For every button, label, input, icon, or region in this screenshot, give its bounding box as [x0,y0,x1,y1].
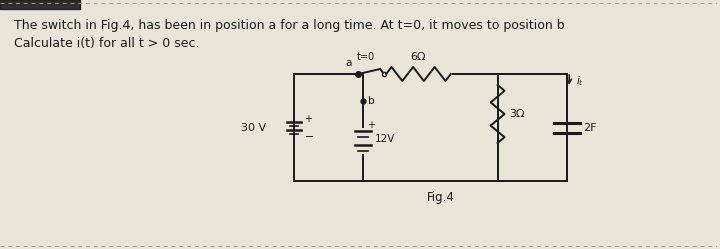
Text: Fig.4: Fig.4 [426,191,454,204]
Text: +: + [305,114,312,124]
Text: +: + [367,120,375,130]
Text: Calculate i(t) for all t > 0 sec.: Calculate i(t) for all t > 0 sec. [14,37,199,50]
Text: a: a [345,58,351,68]
Text: 3Ω: 3Ω [510,109,525,119]
Text: 30 V: 30 V [240,123,266,132]
Text: 6Ω: 6Ω [410,52,426,62]
Text: 12V: 12V [375,134,395,144]
Text: t=0: t=0 [357,52,375,62]
Text: b: b [368,96,375,106]
Text: −: − [305,131,314,141]
Text: i$_t$: i$_t$ [576,74,584,88]
Text: 2F: 2F [583,123,597,132]
Text: The switch in Fig.4, has been in position a for a long time. At t=0, it moves to: The switch in Fig.4, has been in positio… [14,19,564,32]
